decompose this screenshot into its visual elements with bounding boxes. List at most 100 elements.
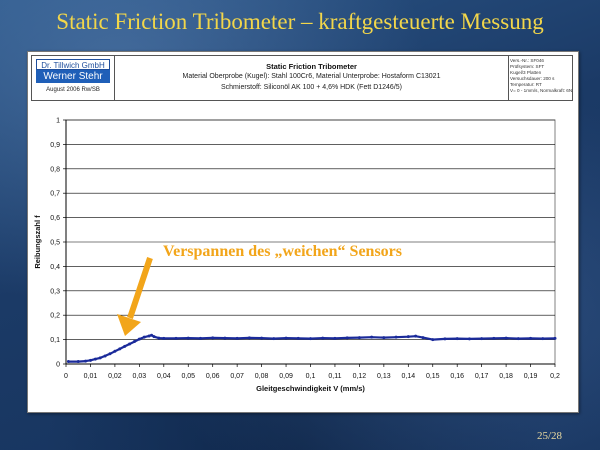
data-point (93, 357, 97, 361)
data-point (118, 347, 122, 351)
slide-title: Static Friction Tribometer – kraftgesteu… (56, 9, 544, 34)
logo-brand-name: Werner Stehr (36, 70, 110, 83)
data-point (132, 340, 136, 344)
meta-line: Kugel/3 Platten (510, 70, 542, 75)
y-tick-label: 0,4 (50, 264, 60, 271)
data-point (152, 335, 156, 339)
data-point (370, 335, 374, 339)
x-tick-label: 0,03 (133, 373, 147, 380)
data-point (357, 336, 361, 340)
meta-line: V= 0 - 1mm/s, Normalkraft: 6N (510, 88, 573, 93)
data-point (103, 354, 107, 358)
chart-grid (65, 119, 556, 365)
data-point (284, 336, 288, 340)
meta-line: Versuchsdauer: 200 s (510, 76, 555, 81)
x-tick-label: 0,2 (550, 373, 560, 380)
annotation-arrow-shaft (127, 257, 153, 319)
annotation-label: Verspannen des „weichen“ Sensors (163, 243, 402, 260)
meta-line: Prüfsystem: SFT (510, 64, 545, 69)
data-point (382, 336, 386, 340)
logo-company-name: Dr. Tillwich GmbH (36, 59, 110, 70)
x-tick-label: 0,11 (328, 373, 341, 380)
test-parameters: Vers.-Nr.: SF046 Prüfsystem: SFT Kugel/3… (510, 58, 572, 100)
data-point (235, 336, 239, 340)
chart-axes: 0 0,1 0,2 0,3 0,4 0,5 0,6 0,7 0,8 0,9 1 0 0,01 0,02 0,… (33, 118, 560, 394)
company-logo: Dr. Tillwich GmbH Werner Stehr August 20… (32, 56, 115, 100)
y-tick-label: 0,7 (50, 191, 60, 198)
page-number: 25/28 (536, 430, 562, 442)
data-point (406, 335, 410, 339)
y-tick-label: 0,9 (50, 142, 60, 149)
data-point (431, 338, 435, 342)
data-point (455, 337, 459, 341)
data-point (137, 337, 141, 341)
x-tick-label: 0,14 (401, 373, 415, 380)
data-point (76, 360, 80, 364)
data-point (504, 336, 508, 340)
report-material: Material Oberprobe (Kugel): Stahl 100Cr6… (182, 73, 441, 80)
data-point (480, 337, 484, 341)
data-point (516, 337, 520, 341)
data-point (309, 337, 312, 341)
y-axis-label: Reibungszahl f (33, 215, 42, 269)
data-point (88, 358, 92, 362)
y-tick-label: 0,8 (50, 166, 60, 173)
x-tick-label: 0,15 (426, 373, 440, 380)
data-point (333, 336, 337, 340)
data-point (414, 334, 418, 338)
data-point (443, 337, 447, 341)
x-tick-label: 0,16 (450, 373, 464, 380)
x-tick-label: 0 (64, 373, 68, 380)
x-tick-label: 0,19 (524, 373, 538, 380)
data-point (223, 336, 227, 340)
y-tick-label: 0,2 (50, 313, 60, 320)
data-point (108, 352, 112, 356)
y-tick-label: 0,5 (50, 240, 60, 247)
data-point (174, 336, 178, 340)
x-tick-label: 0,1 (306, 373, 316, 380)
y-tick-label: 1 (56, 118, 60, 125)
data-point (541, 337, 545, 341)
data-point (345, 336, 349, 340)
x-tick-label: 0,17 (475, 373, 489, 380)
x-tick-label: 0,08 (255, 373, 269, 380)
data-point (113, 349, 117, 353)
x-tick-label: 0,18 (499, 373, 513, 380)
report-header: Dr. Tillwich GmbH Werner Stehr August 20… (31, 55, 573, 101)
data-point (186, 336, 190, 340)
chart-series (66, 333, 557, 364)
data-point (296, 336, 300, 340)
x-tick-label: 0,12 (353, 373, 367, 380)
annotation-arrow-head (117, 314, 141, 336)
meta-line: Vers.-Nr.: SF046 (510, 58, 544, 63)
y-tick-label: 0 (56, 362, 60, 369)
data-point (84, 359, 88, 363)
data-point (150, 333, 154, 337)
x-tick-label: 0,05 (181, 373, 195, 380)
data-point (421, 336, 425, 340)
y-tick-label: 0,3 (50, 288, 60, 295)
data-point (98, 356, 102, 360)
report-info: Static Friction Tribometer Material Ober… (115, 56, 509, 100)
x-tick-label: 0,09 (279, 373, 293, 380)
x-tick-label: 0,01 (84, 373, 98, 380)
report-lubricant: Schmierstoff: Siliconöl AK 100 + 4,6% HD… (221, 84, 402, 91)
x-tick-label: 0,02 (108, 373, 122, 380)
x-axis-label: Gleitgeschwindigkeit V (mm/s) (256, 384, 365, 393)
data-point (157, 336, 161, 340)
x-tick-label: 0,06 (206, 373, 220, 380)
report-date: August 2006 Rw/SB (46, 87, 100, 93)
x-tick-label: 0,04 (157, 373, 171, 380)
data-point (147, 334, 151, 338)
data-point (394, 335, 398, 339)
x-tick-label: 0,07 (230, 373, 244, 380)
data-point (128, 342, 132, 346)
data-point (272, 337, 276, 341)
data-point (492, 336, 496, 340)
meta-line: Temperatur: RT (510, 82, 542, 87)
x-tick-label: 0,13 (377, 373, 391, 380)
data-point (260, 336, 264, 340)
data-point (321, 336, 325, 340)
data-point (553, 336, 557, 340)
